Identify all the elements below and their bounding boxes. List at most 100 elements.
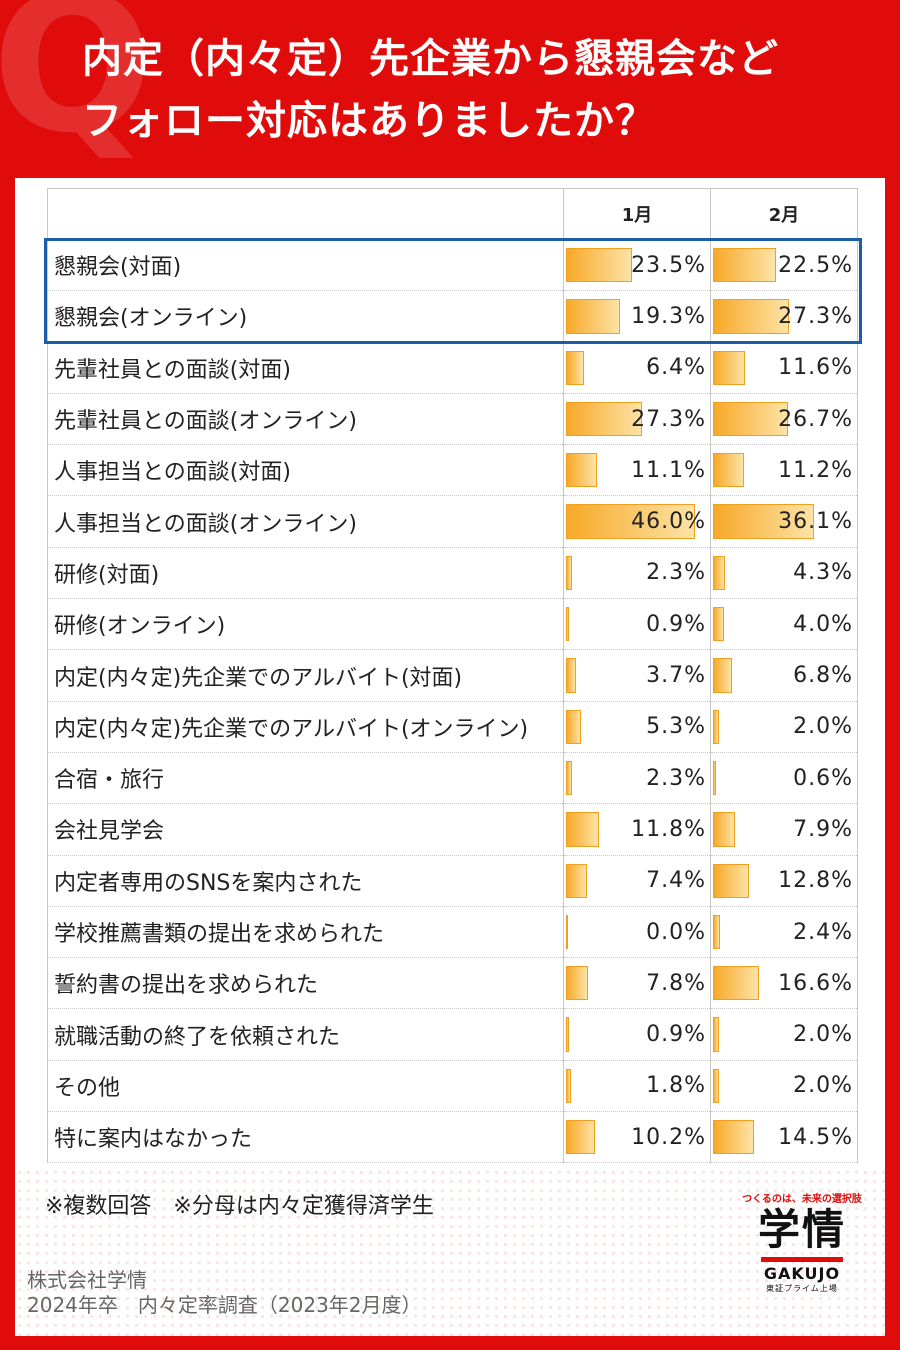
value-cell: 11.2% [710,444,858,497]
value-cell: 0.9% [563,598,711,651]
value-label: 12.8% [778,868,853,894]
value-cell: 27.3% [563,392,711,446]
value-label: 4.0% [793,611,853,637]
row-label: 内定(内々定)先企業でのアルバイト(対面) [47,649,564,702]
value-cell: 3.7% [563,649,711,702]
value-label: 5.3% [646,714,706,740]
logo-tagline: つくるのは、未来の選択肢 [742,1194,862,1205]
value-cell: 11.1% [563,444,711,497]
bar-feb [713,914,720,950]
value-cell: 2.0% [710,700,858,753]
row-label: 先輩社員との面談(オンライン) [47,392,564,446]
bar-jan [566,812,600,847]
table-row: 先輩社員との面談(オンライン) 27.3% 26.7% [47,392,858,446]
bar-feb [713,299,790,334]
value-label: 36.1% [778,509,853,535]
source-company: 株式会社学情 [27,1268,147,1292]
table-row: 誓約書の提出を求められた 7.8% 16.6% [47,957,858,1010]
table-row: 合宿・旅行 2.3% 0.6% [47,751,858,805]
value-cell: 14.5% [710,1111,858,1164]
value-cell: 11.6% [710,341,858,394]
value-cell: 0.6% [710,751,858,805]
row-label: 内定(内々定)先企業でのアルバイト(オンライン) [47,700,564,753]
bar-feb [713,709,719,744]
value-label: 14.5% [778,1124,853,1150]
bar-jan [566,401,643,437]
value-label: 1.8% [646,1073,706,1099]
value-label: 11.6% [778,355,853,381]
value-label: 2.0% [793,714,853,740]
table-row: その他 1.8% 2.0% [47,1059,858,1113]
bar-feb [713,504,815,539]
value-cell: 2.0% [710,1059,858,1113]
logo-wordmark: GAKUJO [763,1264,841,1283]
value-cell: 2.3% [563,751,711,805]
value-label: 7.4% [646,868,706,894]
table-row: 内定者専用のSNSを案内された 7.4% 12.8% [47,854,858,907]
value-label: 26.7% [778,406,853,432]
bar-feb [713,812,736,847]
bar-feb [713,863,749,898]
bar-feb [713,555,726,591]
value-label: 11.2% [778,457,853,483]
logo-underline [761,1257,843,1262]
value-cell: 4.3% [710,546,858,600]
table-row: 懇親会(対面) 23.5% 22.5% [47,238,858,292]
bar-jan [566,658,577,693]
value-label: 2.0% [793,1022,853,1048]
logo-mark: 学情 [757,1205,846,1254]
row-label: 人事担当との面談(対面) [47,444,564,497]
source-credit: 株式会社学情 2024年卒 内々定率調査（2023年2月度） [27,1268,422,1318]
value-label: 2.4% [793,919,853,945]
column-header: 1月 [563,188,711,240]
bar-feb [713,248,776,283]
value-cell: 11.8% [563,803,711,856]
title-line-1: 内定（内々定）先企業から懇親会など [82,36,779,82]
logo-listing: 東証プライム上場 [766,1284,838,1293]
row-label: 先輩社員との面談(対面) [47,341,564,394]
results-table: 1月 2月 懇親会(対面) 23.5% 22.5% 懇親会(オンライン) 19.3% 27… [47,188,858,1164]
bar-jan [566,760,573,796]
row-label: 研修(対面) [47,546,564,600]
value-label: 22.5% [778,252,853,278]
value-label: 0.6% [793,765,853,791]
bar-feb [713,1017,719,1052]
value-label: 27.3% [778,303,853,329]
bar-jan [566,1068,572,1104]
bar-jan [566,966,588,1001]
value-cell: 12.8% [710,854,858,907]
row-label: 内定者専用のSNSを案内された [47,854,564,907]
value-label: 11.1% [631,457,706,483]
bar-jan [566,350,584,385]
value-label: 3.7% [646,663,706,689]
bar-feb [713,1120,754,1155]
table-row: 人事担当との面談(対面) 11.1% 11.2% [47,444,858,497]
value-cell: 6.4% [563,341,711,394]
bar-feb [713,658,733,693]
value-cell: 0.0% [563,905,711,959]
value-label: 11.8% [631,816,706,842]
value-cell: 2.3% [563,546,711,600]
bar-jan [566,299,621,334]
value-cell: 2.0% [710,1008,858,1061]
table-row: 研修(対面) 2.3% 4.3% [47,546,858,600]
value-label: 10.2% [631,1124,706,1150]
value-label: 7.8% [646,970,706,996]
value-cell: 7.9% [710,803,858,856]
bar-jan [566,709,581,744]
value-label: 0.0% [646,919,706,945]
bar-feb [713,607,725,642]
value-label: 6.4% [646,355,706,381]
value-label: 2.3% [646,560,706,586]
row-label: 就職活動の終了を依頼された [47,1008,564,1061]
value-cell: 10.2% [563,1111,711,1164]
row-label: 合宿・旅行 [47,751,564,805]
table-row: 特に案内はなかった 10.2% 14.5% [47,1111,858,1164]
chart-panel: 1月 2月 懇親会(対面) 23.5% 22.5% 懇親会(オンライン) 19.3% 27… [15,178,885,1336]
value-cell: 6.8% [710,649,858,702]
bar-feb [713,401,788,437]
row-label: 学校推薦書類の提出を求められた [47,905,564,959]
value-label: 46.0% [631,509,706,535]
column-header: 2月 [710,188,858,240]
value-label: 0.9% [646,611,706,637]
